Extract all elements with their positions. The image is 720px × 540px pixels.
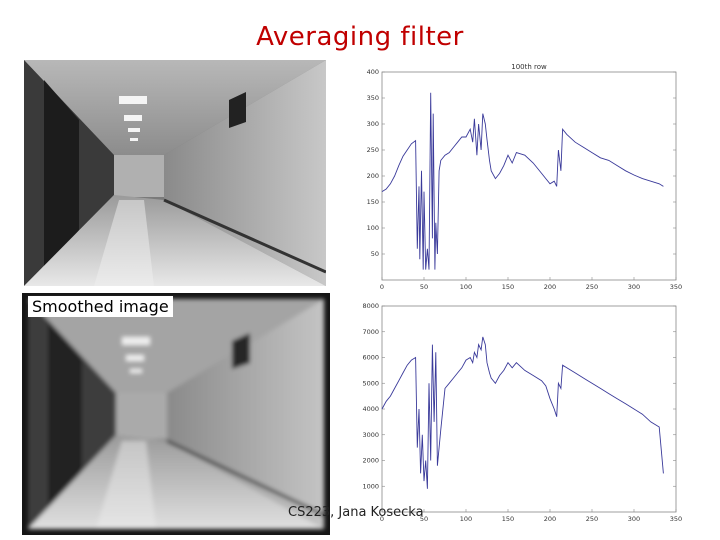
series-line bbox=[381, 336, 664, 489]
x-tick-label: 50 bbox=[420, 283, 428, 291]
x-tick-label: 250 bbox=[586, 283, 598, 291]
row-profile-plot-smoothed: 0 50 100 150 200 250 300 350 1000 2000 3000 4000 500… bbox=[360, 300, 688, 528]
y-tick-label: 400 bbox=[367, 68, 379, 76]
x-tick-label: 100 bbox=[460, 515, 472, 523]
plot-title: 100th row bbox=[511, 63, 547, 71]
x-tick-label: 0 bbox=[380, 283, 384, 291]
x-tick-label: 150 bbox=[502, 515, 514, 523]
y-tick-label: 2000 bbox=[362, 457, 379, 465]
x-tick-label: 200 bbox=[544, 515, 556, 523]
x-tick-label: 300 bbox=[628, 283, 640, 291]
x-tick-label: 350 bbox=[670, 515, 682, 523]
x-tick-label: 100 bbox=[460, 283, 472, 291]
slide-title: Averaging filter bbox=[256, 22, 464, 52]
y-tick-label: 50 bbox=[371, 250, 379, 258]
y-tick-label: 4000 bbox=[362, 405, 379, 413]
y-tick-label: 100 bbox=[367, 224, 379, 232]
y-tick-label: 1000 bbox=[362, 482, 379, 490]
series-line bbox=[381, 92, 664, 270]
y-tick-label: 3000 bbox=[362, 431, 379, 439]
y-tick-label: 8000 bbox=[362, 302, 379, 310]
x-tick-label: 300 bbox=[628, 515, 640, 523]
y-tick-label: 300 bbox=[367, 120, 379, 128]
x-tick-label: 150 bbox=[502, 283, 514, 291]
y-tick-label: 350 bbox=[367, 94, 379, 102]
y-tick-label: 6000 bbox=[362, 354, 379, 362]
y-tick-label: 150 bbox=[367, 198, 379, 206]
y-tick-label: 7000 bbox=[362, 328, 379, 336]
slide-footer: CS223, Jana Kosecka bbox=[288, 505, 424, 520]
plot-frame bbox=[381, 71, 677, 281]
row-profile-plot-original: 100th row 0 50 100 150 200 250 300 350 50 100 150 20… bbox=[360, 58, 688, 294]
x-tick-label: 50 bbox=[420, 515, 428, 523]
x-tick-label: 200 bbox=[544, 283, 556, 291]
x-tick-label: 0 bbox=[380, 515, 384, 523]
hallway-photo-smoothed bbox=[22, 293, 330, 535]
plot-frame bbox=[381, 305, 677, 513]
y-tick-label: 200 bbox=[367, 172, 379, 180]
hallway-photo-original bbox=[24, 60, 326, 286]
y-tick-label: 5000 bbox=[362, 379, 379, 387]
y-tick-label: 250 bbox=[367, 146, 379, 154]
x-tick-label: 250 bbox=[586, 515, 598, 523]
smoothed-image-caption: Smoothed image bbox=[28, 296, 173, 317]
x-tick-label: 350 bbox=[670, 283, 682, 291]
